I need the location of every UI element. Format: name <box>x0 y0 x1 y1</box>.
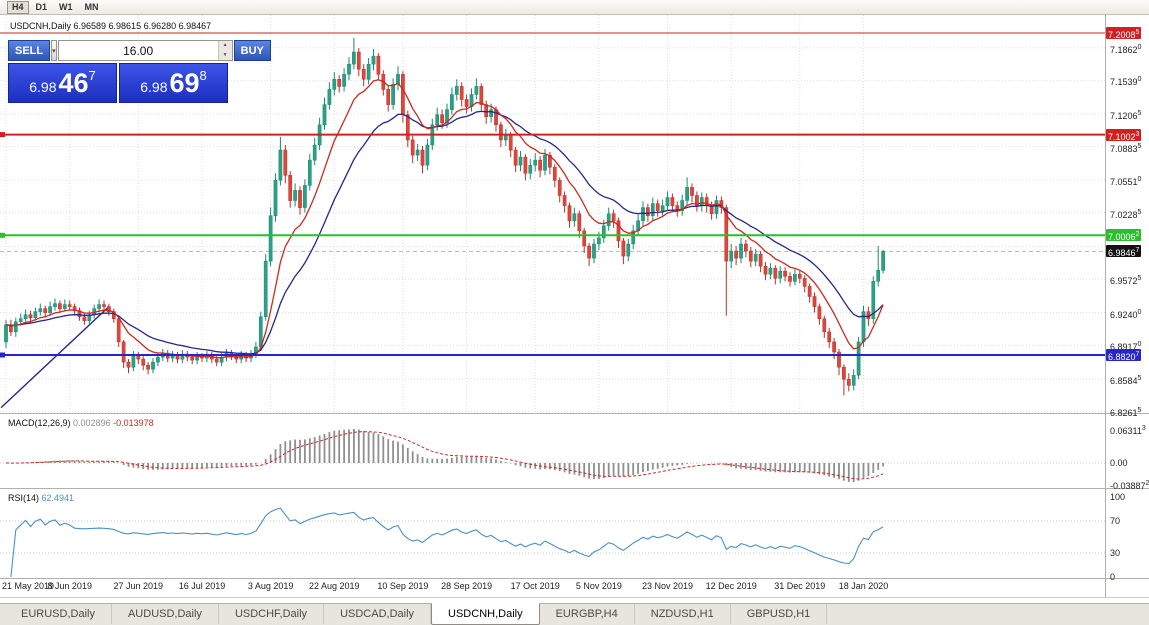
panel-separator <box>0 578 1149 579</box>
macd-label: MACD(12,26,9) 0.002896 -0.013978 <box>8 418 154 428</box>
date-label: 31 Dec 2019 <box>774 581 826 591</box>
buy-button[interactable]: BUY <box>233 40 271 61</box>
price-tick: 7.18620 <box>1110 44 1142 55</box>
price-line-label: 7.00062 <box>1106 229 1142 242</box>
price-tick: 6.89170 <box>1110 341 1142 352</box>
panel-separator <box>0 597 1149 598</box>
rsi-label: RSI(14) 62.4941 <box>8 493 74 503</box>
price-tick: 6.92400 <box>1110 309 1142 320</box>
macd-signal-value: -0.013978 <box>113 418 154 428</box>
timeframe-mn-button[interactable]: MN <box>80 1 104 14</box>
trade-controls-row: SELL ▾ ▲ ▼ BUY <box>8 40 271 61</box>
current-price-label: 6.98467 <box>1106 245 1142 258</box>
date-label: 27 Jun 2019 <box>113 581 164 591</box>
tab-audusd-daily[interactable]: AUDUSD,Daily <box>112 604 219 624</box>
macd-name: MACD(12,26,9) <box>8 418 71 428</box>
sell-price-big-digits: 46 <box>58 67 89 98</box>
date-label: 21 May 2019 <box>2 581 55 591</box>
tab-eurusd-daily[interactable]: EURUSD,Daily <box>5 604 112 624</box>
price-tick: 7.15390 <box>1110 76 1142 87</box>
date-label: 17 Oct 2019 <box>510 581 560 591</box>
timeframe-toolbar: H4 D1 W1 MN <box>0 0 1149 15</box>
date-label: 22 Aug 2019 <box>309 581 360 591</box>
tab-gbpusd-h1[interactable]: GBPUSD,H1 <box>731 604 828 624</box>
price-line-label: 7.20085 <box>1106 27 1142 40</box>
date-label: 12 Dec 2019 <box>705 581 757 591</box>
timeframe-d1-button[interactable]: D1 <box>31 1 53 14</box>
rsi-tick: 30 <box>1110 548 1121 558</box>
buy-price-prefix: 6.98 <box>140 79 168 95</box>
buy-price-big-digits: 69 <box>169 67 200 98</box>
price-axis[interactable]: 7.18620 7.15390 7.12065 7.08835 7.05510 7.022… <box>1106 0 1149 600</box>
tab-eurgbp-h4[interactable]: EURGBP,H4 <box>540 604 635 624</box>
buy-price-pipette: 8 <box>199 67 207 83</box>
tab-usdchf-daily[interactable]: USDCHF,Daily <box>219 604 325 624</box>
date-label: 18 Jan 2020 <box>838 581 889 591</box>
buy-price-display[interactable]: 6.98 69 8 <box>119 63 228 103</box>
volume-input[interactable] <box>58 41 218 60</box>
date-label: 8 Jun 2019 <box>47 581 92 591</box>
price-tick: 6.85845 <box>1110 375 1142 386</box>
chart-tabs-bar: EURUSD,Daily AUDUSD,Daily USDCHF,Daily U… <box>0 603 1149 625</box>
volume-up-icon[interactable]: ▲ <box>218 41 232 51</box>
date-label: 10 Sep 2019 <box>377 581 429 591</box>
date-label: 23 Nov 2019 <box>641 581 694 591</box>
one-click-trading-panel: SELL ▾ ▲ ▼ BUY 6.98 46 7 6.98 69 8 <box>8 40 271 103</box>
panel-separator <box>0 413 1149 414</box>
volume-field: ▲ ▼ <box>57 40 233 61</box>
price-tick: 7.02285 <box>1110 209 1142 220</box>
price-line-label: 6.88207 <box>1106 349 1142 362</box>
price-tick: 6.82615 <box>1110 407 1142 418</box>
timeframe-w1-button[interactable]: W1 <box>54 1 78 14</box>
tab-usdcad-daily[interactable]: USDCAD,Daily <box>324 604 432 624</box>
axis-separator <box>1105 15 1106 597</box>
price-chart-canvas[interactable] <box>0 15 1105 413</box>
sell-price-display[interactable]: 6.98 46 7 <box>8 63 117 103</box>
chart-title: USDCNH,Daily 6.96589 6.98615 6.96280 6.9… <box>10 21 212 31</box>
macd-main-value: 0.002896 <box>73 418 111 428</box>
price-tick: 7.05510 <box>1110 176 1142 187</box>
rsi-tick: 100 <box>1110 492 1126 502</box>
rsi-tick: 0 <box>1110 572 1116 582</box>
rsi-value: 62.4941 <box>41 493 75 503</box>
sell-button[interactable]: SELL <box>8 40 51 61</box>
price-line-label: 7.10023 <box>1106 129 1142 142</box>
tab-usdcnh-daily[interactable]: USDCNH,Daily <box>431 603 540 625</box>
timeframe-h4-button[interactable]: H4 <box>7 0 29 14</box>
panel-separator <box>0 488 1149 489</box>
price-tick: 7.12065 <box>1110 110 1142 121</box>
sell-price-prefix: 6.98 <box>29 79 57 95</box>
volume-down-icon[interactable]: ▼ <box>218 50 232 60</box>
volume-dropdown-icon[interactable]: ▾ <box>51 40 57 61</box>
volume-spinner: ▲ ▼ <box>217 41 232 60</box>
macd-panel-canvas[interactable] <box>0 415 1105 488</box>
macd-tick: -0.038872 <box>1110 480 1149 491</box>
rsi-panel-canvas[interactable] <box>0 490 1105 578</box>
date-label: 28 Sep 2019 <box>441 581 493 591</box>
date-label: 16 Jul 2019 <box>178 581 226 591</box>
sell-price-pipette: 7 <box>88 67 96 83</box>
date-label: 5 Nov 2019 <box>575 581 622 591</box>
macd-tick: 0.00 <box>1110 458 1128 468</box>
price-tick: 7.08835 <box>1110 143 1142 154</box>
rsi-tick: 70 <box>1110 516 1121 526</box>
rsi-name: RSI(14) <box>8 493 40 503</box>
time-axis[interactable]: 21 May 2019 8 Jun 2019 27 Jun 2019 16 Jul 2… <box>0 579 1105 594</box>
date-label: 3 Aug 2019 <box>247 581 294 591</box>
quote-row: 6.98 46 7 6.98 69 8 <box>8 63 228 103</box>
price-tick: 6.95725 <box>1110 275 1142 286</box>
macd-tick: 0.063113 <box>1110 425 1146 436</box>
tab-nzdusd-h1[interactable]: NZDUSD,H1 <box>635 604 731 624</box>
